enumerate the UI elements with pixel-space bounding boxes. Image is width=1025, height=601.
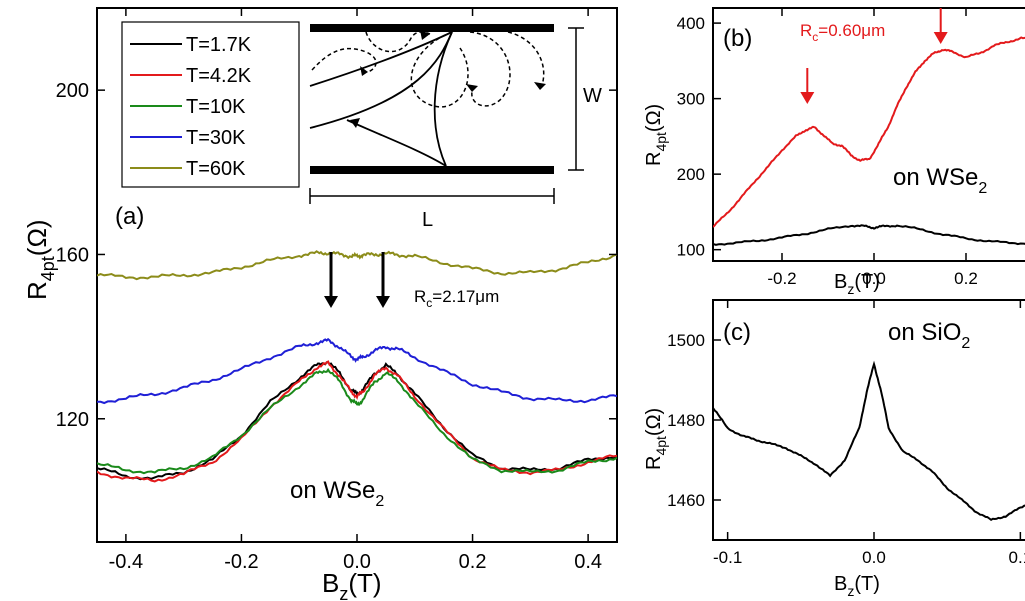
panel-b-ylabel: R4pt(Ω): [643, 104, 669, 166]
panel-a-ytick-label-2: 200: [56, 80, 89, 102]
panel-a-arrow-head-0: [324, 296, 338, 308]
panel-a-ytick-label-1: 160: [56, 244, 89, 266]
panel-b-xtick-label-0: -0.2: [767, 269, 796, 288]
inset-trajectory-2: [435, 32, 452, 166]
panel-b-arrow-head-1: [934, 32, 948, 44]
panel-b-xtick-label-2: 0.2: [954, 269, 978, 288]
panel-c-label: (c): [723, 319, 751, 346]
panel-a-ytick-label-0: 120: [56, 409, 89, 431]
legend-label-3: T=30K: [186, 127, 246, 149]
panel-c-substrate: on SiO2: [888, 319, 970, 352]
inset-trajectory-1: [310, 32, 452, 86]
panel-c-xtick-label-0: -0.1: [713, 548, 742, 567]
panel-a-xtick-label-4: 0.4: [574, 551, 602, 573]
legend-label-0: T=1.7K: [186, 34, 252, 56]
inset-arrowhead-5: [534, 82, 546, 90]
panel-a-series-line-4: [97, 251, 617, 279]
inset-cyclotron-1: [312, 49, 376, 72]
panel-a-series-group: [97, 251, 617, 481]
panel-a-rc: Rc=2.17μm: [414, 287, 499, 310]
panel-c-ytick-label-2: 1500: [667, 331, 705, 350]
panel-a-xtick-label-0: -0.4: [109, 551, 143, 573]
panel-c-ytick-label-1: 1480: [667, 411, 705, 430]
panel-c-xlabel: Bz(T): [834, 573, 880, 599]
panel-a: -0.4-0.20.00.20.4120160200 T=1.7KT=4.2KT…: [22, 8, 617, 601]
panel-b-rc: Rc=0.60μm: [800, 21, 885, 44]
panel-b-xlabel: Bz(T): [834, 271, 880, 297]
inset-arrowhead-4: [466, 84, 478, 92]
panel-c-ticks: -0.1 0.0 0.1 1460 1480 1500: [667, 300, 1025, 567]
panel-c-frame: [713, 300, 1025, 540]
inset-schematic: [310, 24, 584, 204]
inset-trajectory-3: [347, 120, 446, 166]
panel-a-xtick-label-3: 0.2: [459, 551, 487, 573]
panel-a-xtick-label-1: -0.2: [224, 551, 258, 573]
panel-b-series-line-1: [713, 225, 1025, 245]
panel-a-substrate: on WSe2: [290, 477, 384, 510]
panel-b-series-group: [713, 38, 1025, 245]
panel-b-ytick-label-2: 300: [677, 90, 705, 109]
panel-a-series-line-0: [97, 362, 617, 479]
panel-b-label: (b): [723, 25, 752, 52]
panel-a-ylabel: R4pt(Ω): [22, 219, 58, 300]
panel-b-ytick-label-0: 100: [677, 241, 705, 260]
panel-c-series-group: [713, 364, 1025, 520]
panel-a-arrows: [324, 252, 390, 308]
panel-b-frame: [713, 8, 1025, 261]
panel-c-series-line-0: [713, 364, 1025, 520]
panel-b: -0.20.00.2100200300400 (b) Rc=0.60μm on …: [643, 8, 1025, 297]
panel-c-ylabel: R4pt(Ω): [643, 408, 669, 470]
panel-c-xtick-label-1: 0.0: [862, 548, 886, 567]
inset-w-label: W: [583, 85, 602, 107]
panel-a-arrow-head-1: [376, 296, 390, 308]
panel-b-arrow-head-0: [800, 92, 814, 104]
panel-b-series-line-0: [713, 38, 1025, 228]
legend-label-1: T=4.2K: [186, 65, 252, 87]
panel-a-xlabel: Bz(T): [322, 568, 382, 601]
inset-l-label: L: [422, 209, 433, 231]
panel-c-xtick-label-2: 0.1: [1009, 548, 1025, 567]
inset-cyclotron-5: [508, 32, 544, 90]
legend-label-2: T=10K: [186, 96, 246, 118]
panel-b-ytick-label-3: 400: [677, 14, 705, 33]
inset-cyclotron-2: [366, 32, 430, 52]
panel-a-series-line-1: [97, 362, 617, 482]
panel-a-series-line-2: [97, 370, 617, 474]
inset-bottom-edge: [310, 166, 554, 174]
legend: T=1.7K T=4.2K T=10K T=30K T=60K: [122, 22, 299, 187]
inset-cyclotron-4: [470, 32, 510, 106]
panel-c: -0.1 0.0 0.1 1460 1480 1500 (c) on SiO2 Bz(T)…: [643, 300, 1025, 599]
legend-label-4: T=60K: [186, 158, 246, 180]
panel-a-label: (a): [115, 203, 144, 230]
panel-c-ytick-label-0: 1460: [667, 491, 705, 510]
panel-b-substrate: on WSe2: [893, 164, 987, 197]
panel-b-ytick-label-1: 200: [677, 165, 705, 184]
inset-trajectory-4: [310, 32, 452, 128]
inset-top-edge: [310, 24, 554, 32]
